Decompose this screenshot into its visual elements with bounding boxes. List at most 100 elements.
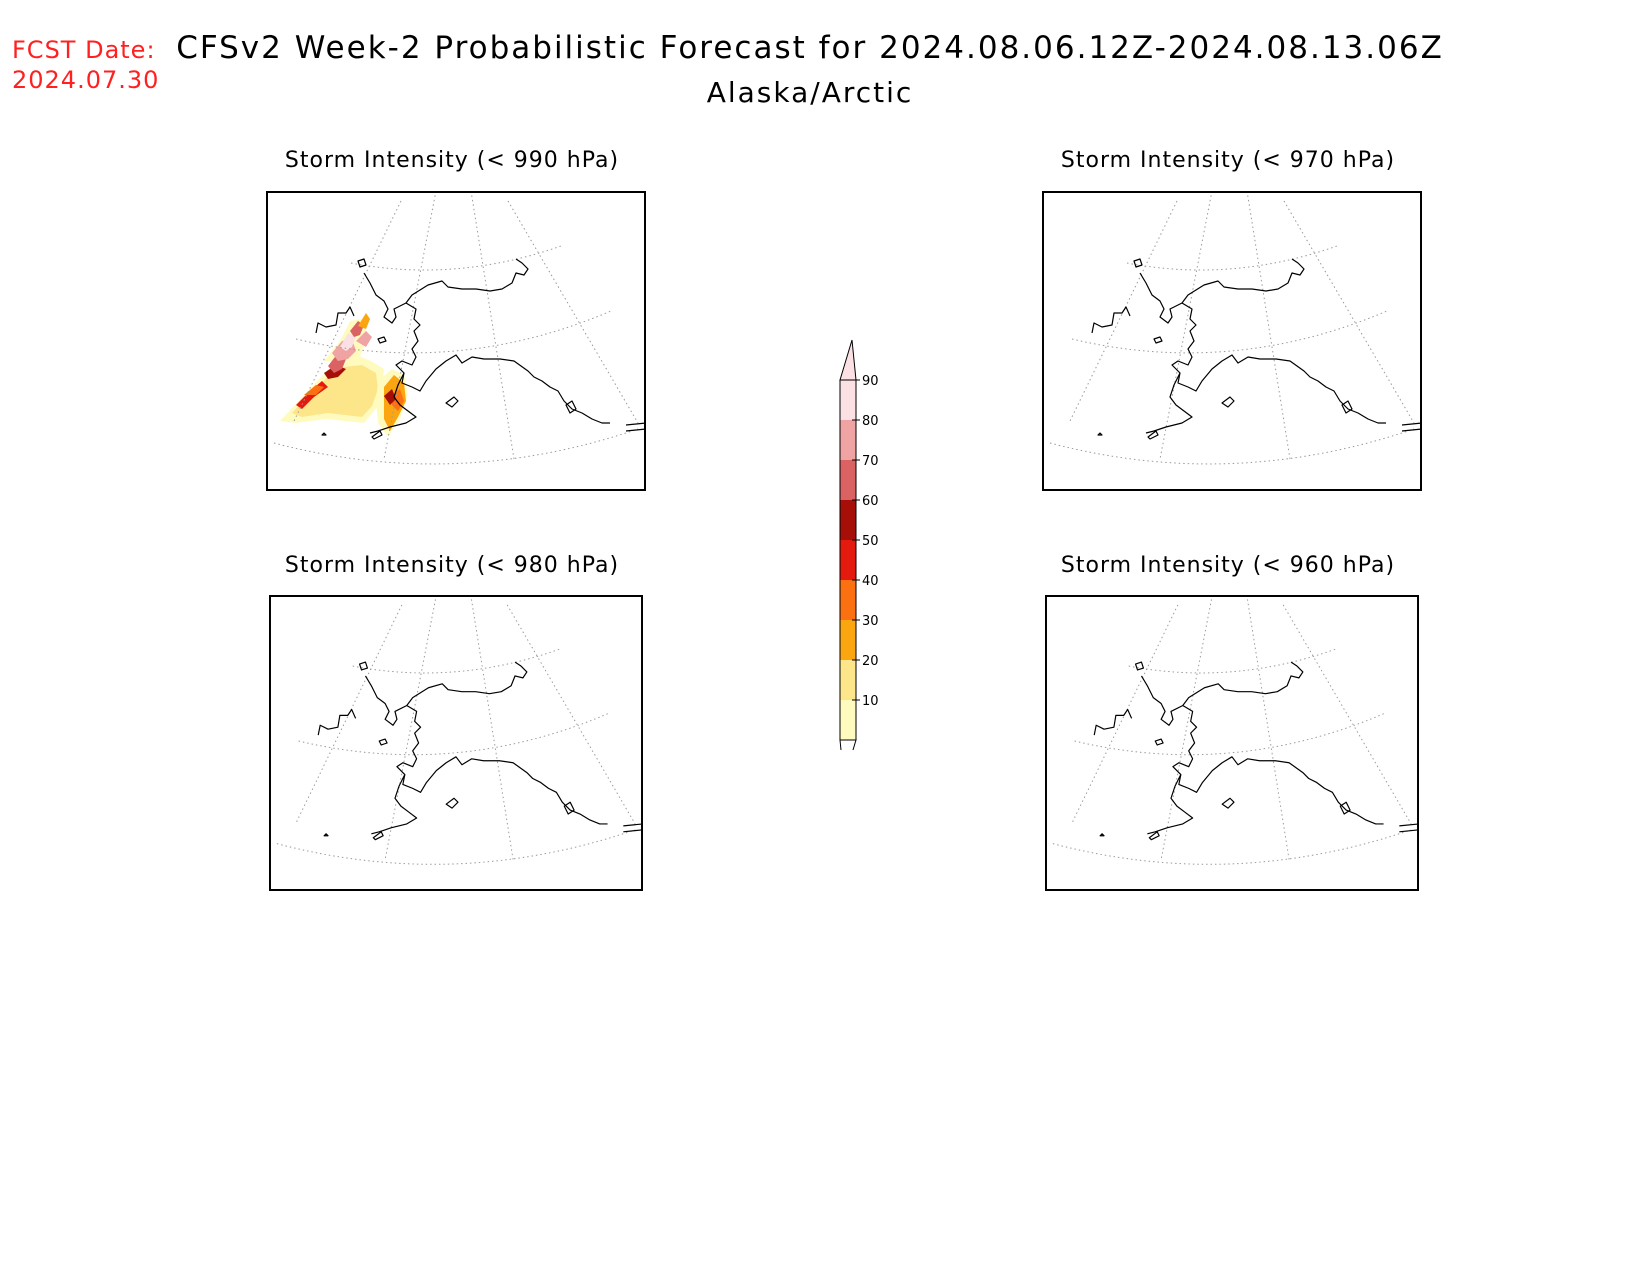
graticule-meridian xyxy=(506,604,636,825)
graticule-meridian xyxy=(1160,595,1213,860)
island xyxy=(1133,258,1143,268)
graticule-meridian xyxy=(1282,604,1412,825)
island xyxy=(372,831,384,841)
shade-region xyxy=(340,333,356,351)
colorbar-swatch xyxy=(840,380,856,420)
island xyxy=(445,396,459,408)
coastline-south xyxy=(395,302,610,424)
coastline-north xyxy=(1140,661,1304,726)
coastline-south xyxy=(1172,704,1384,825)
colorbar-tick-label: 60 xyxy=(862,494,879,509)
panel-title-960: Storm Intensity (< 960 hPa) xyxy=(1060,553,1396,578)
graticule-meridian xyxy=(470,191,515,460)
shade-region xyxy=(356,331,372,347)
island xyxy=(1339,801,1351,815)
map-panel-980 xyxy=(269,595,643,891)
colorbar-top-cap xyxy=(839,339,857,381)
fcst-date-label: FCST Date: xyxy=(12,36,156,64)
fcst-date-value: 2024.07.30 xyxy=(12,66,160,94)
island xyxy=(445,797,459,809)
coastline-peninsula xyxy=(1147,774,1194,835)
map-svg-960 xyxy=(1045,595,1419,891)
coastline-siberia xyxy=(1093,708,1133,736)
map-layer xyxy=(1045,595,1419,891)
colorbar-swatch xyxy=(840,700,856,740)
shade-region xyxy=(384,389,396,405)
probability-shading xyxy=(280,313,408,437)
colorbar-tick-label: 20 xyxy=(862,654,879,669)
island xyxy=(1341,400,1353,414)
colorbar-swatch xyxy=(840,540,856,580)
colorbar-swatch xyxy=(840,500,856,540)
coastline-siberia xyxy=(315,306,355,334)
map-panel-990 xyxy=(266,191,646,491)
map-panel-970 xyxy=(1042,191,1422,491)
coastline-peninsula xyxy=(371,774,418,835)
graticule-latitude xyxy=(1128,648,1336,674)
colorbar-tick-label: 10 xyxy=(862,694,879,709)
coastline-peninsula xyxy=(1145,372,1193,434)
graticule-latitude xyxy=(276,829,636,865)
island xyxy=(377,336,387,344)
coastline-north xyxy=(364,661,528,726)
coastline xyxy=(315,258,646,440)
island xyxy=(1097,432,1103,436)
map-frame xyxy=(1045,595,1419,891)
colorbar-swatch xyxy=(840,580,856,620)
graticule-latitude xyxy=(352,648,560,674)
graticule-latitude xyxy=(1049,428,1415,465)
map-panel-960 xyxy=(1045,595,1419,891)
graticule-latitude xyxy=(298,712,609,756)
graticule-meridian xyxy=(383,191,437,460)
graticule-latitude xyxy=(1052,829,1412,865)
island xyxy=(1147,430,1159,440)
island xyxy=(1154,738,1164,746)
colorbar-tick-label: 30 xyxy=(862,614,879,629)
panel-title-980: Storm Intensity (< 980 hPa) xyxy=(284,553,620,578)
panel-title-970: Storm Intensity (< 970 hPa) xyxy=(1060,148,1396,173)
map-frame xyxy=(266,191,646,491)
shade-region xyxy=(304,385,324,395)
island xyxy=(371,430,383,440)
map-layer xyxy=(266,191,646,491)
graticule xyxy=(1052,595,1412,865)
coastline-siberia xyxy=(1091,306,1131,334)
colorbar-tick-label: 40 xyxy=(862,574,879,589)
map-svg-970 xyxy=(1042,191,1422,491)
colorbar-svg: 10 20 30 40 50 60 70 80 90 xyxy=(839,339,879,781)
colorbar-tick-label: 50 xyxy=(862,534,879,549)
coastline xyxy=(1093,661,1419,841)
panel-title-990: Storm Intensity (< 990 hPa) xyxy=(284,148,620,173)
map-frame xyxy=(269,595,643,891)
island xyxy=(358,661,369,671)
map-layer xyxy=(1042,191,1422,491)
colorbar-bottom-cap xyxy=(839,739,857,781)
island xyxy=(1148,831,1160,841)
coastline-north xyxy=(1139,258,1305,324)
island xyxy=(378,738,388,746)
graticule-latitude xyxy=(350,245,562,271)
graticule-meridian xyxy=(1159,191,1213,460)
shade-region xyxy=(358,313,370,329)
coastline xyxy=(1091,258,1422,440)
island xyxy=(1134,661,1145,671)
island xyxy=(1099,833,1105,837)
coastline-south xyxy=(396,704,608,825)
colorbar-swatch xyxy=(840,620,856,660)
coastline-edge xyxy=(625,422,646,432)
coastline-edge xyxy=(623,823,643,833)
colorbar-swatch xyxy=(840,420,856,460)
graticule-latitude xyxy=(273,428,639,465)
graticule-meridian xyxy=(1246,191,1291,460)
graticule-meridian xyxy=(1283,200,1415,424)
graticule xyxy=(1049,191,1415,465)
page-title: CFSv2 Week-2 Probabilistic Forecast for … xyxy=(176,30,1444,66)
graticule xyxy=(273,191,639,465)
graticule-meridian xyxy=(470,595,514,860)
island xyxy=(323,833,329,837)
map-layer xyxy=(269,595,643,891)
island xyxy=(563,801,575,815)
coastline-siberia xyxy=(317,708,357,736)
coastline-edge xyxy=(1399,823,1419,833)
island xyxy=(357,258,367,268)
